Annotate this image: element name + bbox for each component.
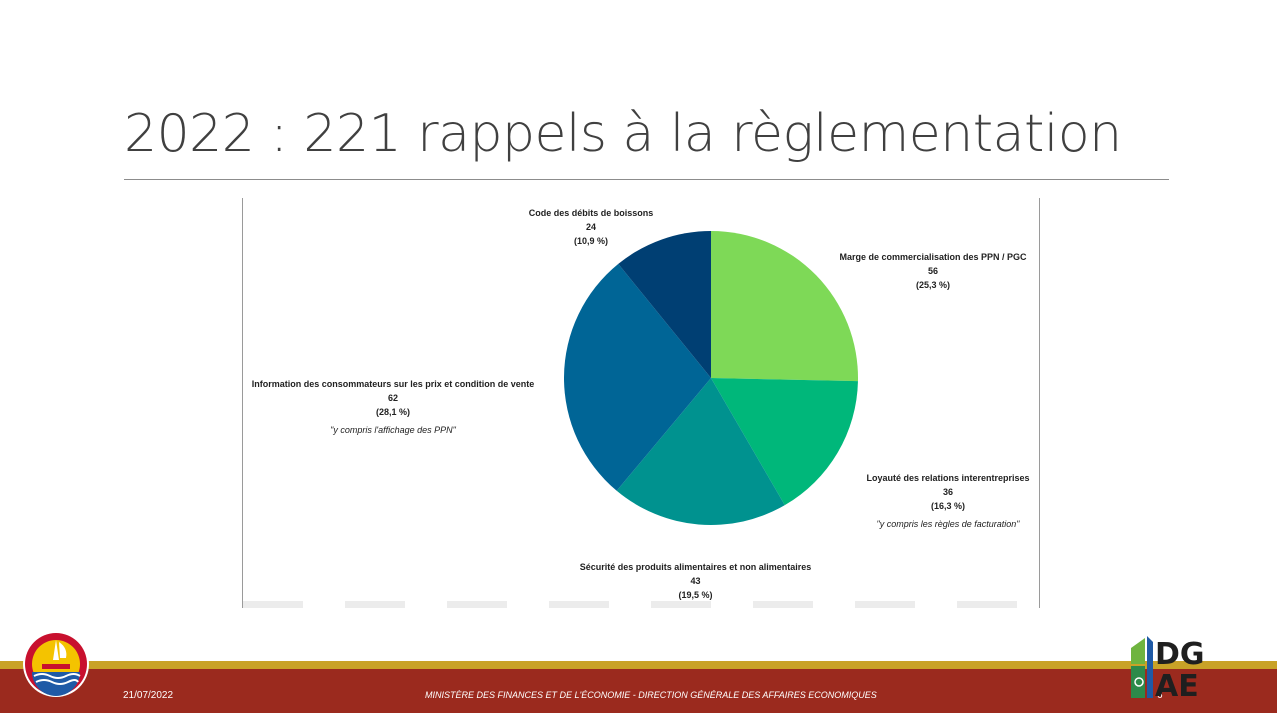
slice-boissons (618, 231, 711, 378)
pie-chart-panel: Code des débits de boissons 24 (10,9 %) … (242, 198, 1040, 608)
slice-information (564, 263, 711, 491)
slice-label-marge: Marge de commercialisation des PPN / PGC… (823, 250, 1043, 292)
slice-value: 62 (387, 393, 398, 403)
slice-loyaute (711, 378, 858, 506)
slice-name: Loyauté des relations interentreprises (866, 473, 1030, 483)
slice-percent: (10,9 %) (573, 236, 608, 246)
footer-date: 21/07/2022 (123, 690, 174, 701)
slice-label-securite: Sécurité des produits alimentaires et no… (543, 560, 848, 602)
slice-label-boissons: Code des débits de boissons 24 (10,9 %) (501, 206, 681, 248)
pie-chart (564, 231, 858, 525)
slice-note: "y compris l'affichage des PPN" (330, 425, 456, 435)
dgae-logo-icon: DG AE (1131, 636, 1205, 698)
slice-securite (616, 378, 785, 525)
dgae-text-top: DG (1155, 637, 1205, 672)
slide-title: 2022 : 221 rappels à la règlementation (124, 104, 1122, 164)
slice-name: Information des consommateurs sur les pr… (251, 379, 535, 389)
page-number: 6 (1157, 690, 1163, 701)
footer-red-band (0, 669, 1277, 713)
slice-percent: (19,5 %) (678, 590, 713, 600)
footer-gold-band (0, 661, 1277, 669)
slice-label-information: Information des consommateurs sur les pr… (243, 377, 543, 437)
slice-name: Sécurité des produits alimentaires et no… (579, 562, 812, 572)
slice-value: 43 (690, 576, 701, 586)
slice-value: 24 (585, 222, 596, 232)
title-divider (124, 179, 1169, 180)
footer-ministry: MINISTÈRE DES FINANCES ET DE L'ÉCONOMIE … (425, 690, 877, 700)
chart-bottom-fade (243, 601, 1039, 608)
slice-marge (711, 231, 858, 382)
dgae-text-bottom: AE (1155, 669, 1199, 698)
slice-name: Marge de commercialisation des PPN / PGC (839, 252, 1027, 262)
slice-percent: (16,3 %) (930, 501, 965, 511)
polynesia-seal-icon (23, 631, 89, 697)
slice-value: 36 (942, 487, 953, 497)
slice-percent: (25,3 %) (915, 280, 950, 290)
slice-name: Code des débits de boissons (528, 208, 654, 218)
slice-note: "y compris les règles de facturation" (876, 519, 1020, 529)
slice-percent: (28,1 %) (375, 407, 410, 417)
slice-label-loyaute: Loyauté des relations interentreprises 3… (843, 471, 1053, 531)
slice-value: 56 (927, 266, 938, 276)
